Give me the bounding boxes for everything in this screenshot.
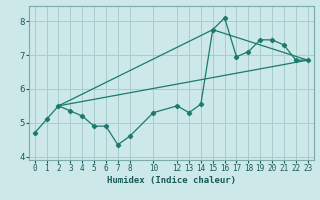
X-axis label: Humidex (Indice chaleur): Humidex (Indice chaleur) [107,176,236,185]
